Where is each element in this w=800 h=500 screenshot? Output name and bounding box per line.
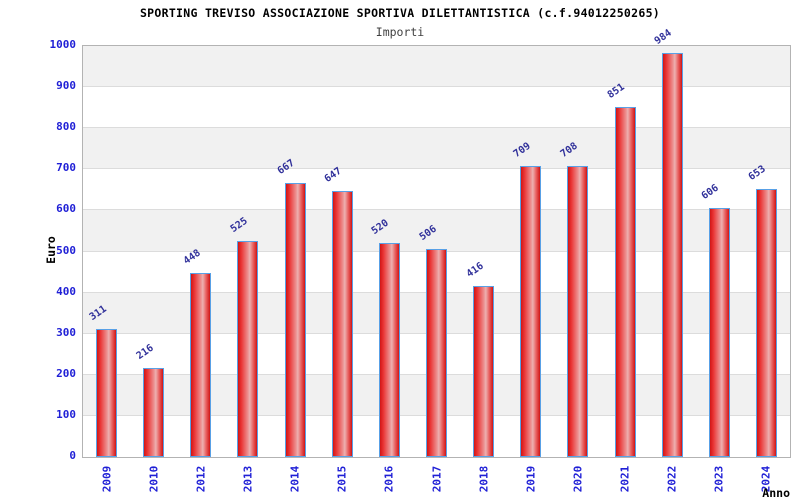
y-tick-label: 1000 [49, 38, 77, 51]
y-tick-label: 900 [56, 79, 76, 93]
x-tick-label: 2014 [288, 465, 302, 493]
x-tick-label: 2010 [147, 465, 161, 493]
y-tick-label: 200 [56, 366, 76, 380]
plot-area: 311 216 448 525 667 647 520 506 416 709 708 851 984 6… [82, 27, 791, 458]
y-tick-label: 700 [56, 161, 76, 175]
bar-2024 [755, 188, 777, 457]
y-axis-title: Euro [44, 236, 58, 264]
chart-subtitle: Importi [375, 25, 425, 39]
y-tick-label: 300 [56, 325, 76, 339]
grid-band [83, 87, 790, 129]
x-tick-label: 2019 [524, 465, 538, 493]
bar-2022 [661, 52, 683, 457]
x-axis-title: Anno [762, 486, 790, 500]
x-tick-label: 2015 [335, 465, 349, 493]
x-tick-label: 2012 [194, 465, 208, 493]
gridline [83, 209, 790, 211]
x-tick-label: 2022 [665, 465, 679, 493]
bar-2016 [378, 243, 400, 457]
y-tick-label: 100 [56, 407, 76, 421]
x-tick-label: 2016 [382, 465, 396, 493]
grid-band [83, 169, 790, 211]
y-tick-label: 400 [56, 284, 76, 298]
y-tick-label: 600 [56, 202, 76, 216]
bar-2018 [473, 286, 495, 457]
bar-2013 [237, 241, 259, 457]
bar-2021 [614, 107, 636, 457]
x-tick-label: 2020 [571, 465, 585, 493]
bar-2009 [96, 329, 118, 457]
bar-2010 [143, 368, 165, 457]
x-tick-label: 2023 [712, 465, 726, 493]
bar-2015 [331, 191, 353, 457]
bar-2012 [190, 272, 212, 457]
x-tick-label: 2018 [477, 465, 491, 493]
grid-band [83, 128, 790, 170]
gridline [83, 86, 790, 88]
bar-2017 [426, 249, 447, 457]
bar-2023 [708, 207, 730, 457]
x-tick-label: 2013 [241, 465, 255, 493]
bar-2019 [520, 165, 542, 457]
x-tick-label: 2017 [430, 465, 443, 493]
y-tick-label: 500 [56, 243, 76, 257]
y-tick-label: 800 [56, 120, 76, 134]
bar-2020 [567, 166, 589, 457]
bar-2014 [284, 182, 306, 457]
grid-band [83, 46, 790, 88]
chart-title: SPORTING TREVISO ASSOCIAZIONE SPORTIVA D… [139, 6, 661, 20]
gridline [83, 168, 790, 170]
y-tick-label: 0 [69, 449, 76, 462]
gridline [83, 127, 790, 129]
x-tick-label: 2009 [100, 465, 114, 493]
x-tick-label: 2021 [618, 465, 632, 493]
